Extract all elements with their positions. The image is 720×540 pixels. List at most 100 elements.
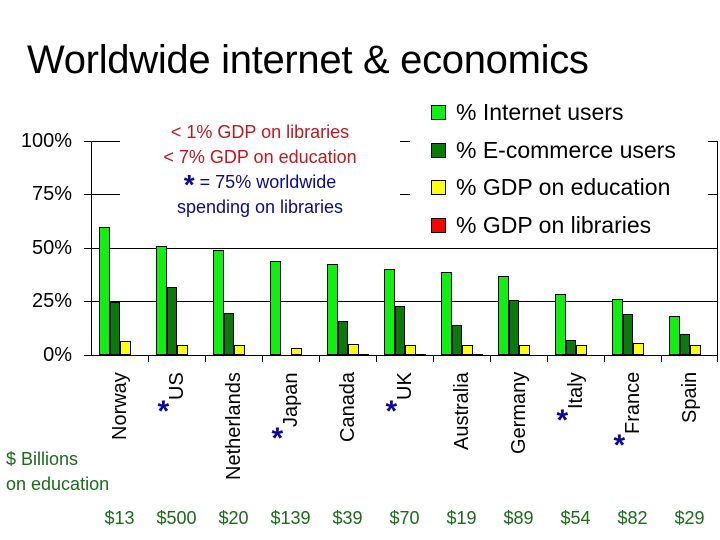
bar-education-netherlands — [234, 344, 245, 355]
legend-item-libraries: % GDP on libraries — [431, 210, 651, 240]
star-icon: * — [556, 404, 569, 437]
bar-internet-canada — [327, 264, 338, 355]
education-spending-us: $500 — [156, 508, 197, 528]
legend-swatch-education-icon — [431, 179, 446, 195]
education-spending-japan: $139 — [270, 508, 311, 528]
gridline-stub-75 — [708, 194, 718, 195]
bar-internet-norway — [99, 226, 110, 355]
plot-right-border — [717, 141, 718, 362]
education-spending-norway: $13 — [104, 508, 135, 528]
bar-education-italy — [576, 344, 587, 355]
bar-education-norway — [120, 341, 131, 355]
gridline-stub-100 — [708, 141, 718, 142]
bar-internet-italy — [555, 294, 566, 355]
star-icon: * — [157, 395, 170, 428]
x-tick — [319, 355, 320, 362]
bar-education-germany — [519, 344, 530, 355]
bar-education-australia — [462, 344, 473, 355]
bar-ecommerce-norway — [109, 301, 120, 355]
bar-internet-france — [612, 299, 623, 355]
y-tick-label-50: 50% — [31, 237, 72, 259]
annotation-worldwide: = 75% worldwide — [194, 172, 337, 192]
x-tick — [376, 355, 377, 362]
chart-title: Worldwide internet & economics — [27, 38, 589, 82]
legend-item-ecommerce: % E-commerce users — [431, 135, 676, 165]
bar-internet-spain — [669, 316, 680, 355]
education-spending-australia: $19 — [446, 508, 477, 528]
bar-education-canada — [348, 343, 359, 355]
bar-libraries-australia — [472, 353, 483, 356]
bar-libraries-canada — [358, 353, 369, 356]
x-axis-line — [84, 355, 718, 356]
star-icon: * — [271, 422, 284, 455]
x-label-australia: Australia — [450, 372, 473, 450]
y-tick-label-100: 100% — [20, 130, 72, 152]
education-spending-uk: $70 — [389, 508, 420, 528]
bar-ecommerce-canada — [337, 320, 348, 355]
star-icon: * — [183, 169, 195, 200]
annotation-libraries: < 1% GDP on libraries — [170, 122, 350, 142]
legend-item-education: % GDP on education — [431, 172, 670, 202]
x-tick — [205, 355, 206, 362]
legend-item-internet: % Internet users — [431, 97, 623, 127]
bar-education-spain — [690, 345, 701, 355]
x-label-norway: Norway — [108, 372, 131, 440]
legend-label-ecommerce: % E-commerce users — [456, 137, 676, 163]
x-label-france: France — [621, 371, 644, 434]
annotation-star-line: * = 75% worldwide — [120, 170, 400, 199]
x-label-germany: Germany — [507, 371, 530, 454]
gridline-stub-75-mid — [400, 194, 409, 195]
education-spending-spain: $29 — [674, 508, 705, 528]
gridline-50 — [84, 248, 718, 249]
x-tick — [148, 355, 149, 362]
star-icon: * — [613, 429, 626, 462]
gridline-25 — [84, 301, 718, 302]
legend: % Internet users % E-commerce users % GD… — [410, 96, 710, 246]
bar-ecommerce-australia — [451, 325, 462, 355]
x-label-canada: Canada — [336, 371, 359, 442]
education-spending-germany: $89 — [503, 508, 534, 528]
bar-ecommerce-uk — [394, 305, 405, 355]
bar-internet-us — [156, 245, 167, 355]
x-tick — [262, 355, 263, 362]
annotation-spending: spending on libraries — [176, 197, 344, 217]
y-tick-label-25: 25% — [31, 290, 72, 312]
x-tick — [661, 355, 662, 362]
bar-ecommerce-italy — [565, 340, 576, 355]
bar-ecommerce-spain — [679, 333, 690, 355]
bar-education-us — [177, 344, 188, 355]
x-tick — [547, 355, 548, 362]
legend-swatch-internet-icon — [431, 104, 446, 120]
legend-swatch-ecommerce-icon — [431, 142, 446, 158]
star-icon: * — [385, 395, 398, 428]
bar-internet-australia — [441, 271, 452, 355]
education-spending-netherlands: $20 — [218, 508, 249, 528]
bar-internet-germany — [498, 275, 509, 355]
education-spending-italy: $54 — [560, 508, 591, 528]
x-label-netherlands: Netherlands — [222, 372, 245, 480]
y-tick-label-75: 75% — [31, 183, 72, 205]
education-label-line1: $ Billions — [6, 449, 79, 469]
bar-education-france — [633, 343, 644, 355]
bar-ecommerce-germany — [508, 300, 519, 355]
legend-swatch-libraries-icon — [431, 217, 446, 233]
x-label-japan: Japan — [279, 372, 302, 428]
y-tick-label-0: 0% — [43, 344, 72, 366]
x-label-spain: Spain — [678, 371, 701, 423]
bar-education-japan — [291, 347, 302, 355]
bar-ecommerce-france — [622, 314, 633, 355]
x-tick — [433, 355, 434, 362]
gridline-stub-100-mid — [400, 141, 409, 142]
education-spending-france: $82 — [617, 508, 648, 528]
annotation-box: < 1% GDP on libraries < 7% GDP on educat… — [120, 120, 400, 220]
bar-internet-uk — [384, 269, 395, 355]
legend-label-education: % GDP on education — [456, 174, 671, 200]
bar-internet-netherlands — [213, 250, 224, 355]
education-spending-canada: $39 — [332, 508, 363, 528]
x-tick — [490, 355, 491, 362]
bar-libraries-uk — [415, 353, 426, 356]
bar-ecommerce-us — [166, 286, 177, 355]
education-spending-label: $ Billions on education — [6, 447, 109, 497]
legend-label-libraries: % GDP on libraries — [456, 212, 652, 238]
bar-education-uk — [405, 344, 416, 355]
